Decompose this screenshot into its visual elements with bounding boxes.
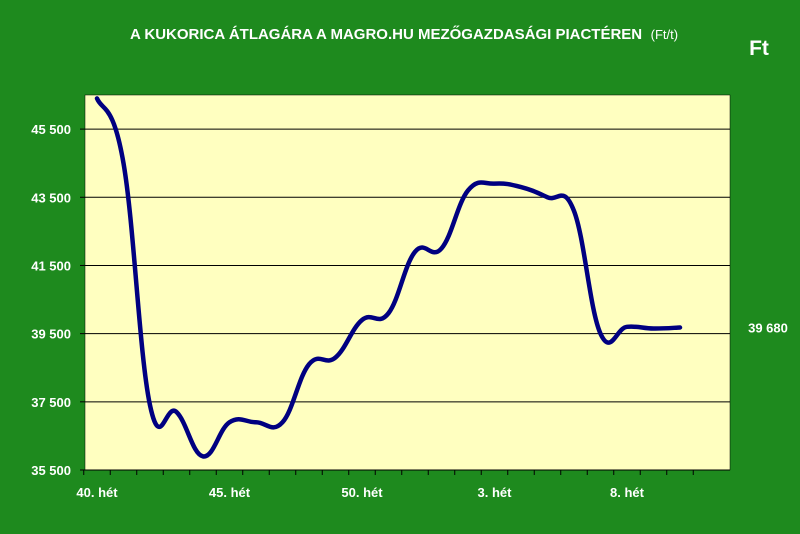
x-tick-label: 8. hét (610, 485, 645, 500)
last-value-label: 39 680 (748, 321, 788, 336)
chart-title-main: A KUKORICA ÁTLAGÁRA A MAGRO.HU MEZŐGAZDA… (130, 25, 642, 43)
y-tick-label: 39 500 (31, 327, 71, 342)
x-tick-label: 3. hét (478, 485, 513, 500)
chart-title-unit: (Ft/t) (651, 27, 678, 42)
y-tick-label: 37 500 (31, 395, 71, 410)
y-tick-label: 45 500 (31, 122, 71, 137)
x-tick-label: 45. hét (209, 485, 251, 500)
y-tick-label: 35 500 (31, 463, 71, 478)
series-line (94, 96, 683, 459)
y-tick-label: 41 500 (31, 258, 71, 273)
y-unit-label: Ft (749, 37, 769, 60)
y-axis-ticks: 35 500 37 500 39 500 41 500 43 500 45 500 (31, 122, 85, 478)
y-tick-label: 43 500 (31, 190, 71, 205)
x-axis-ticks: 40. hét 45. hét 50. hét 3. hét 8. hét (76, 470, 694, 500)
chart-title: A KUKORICA ÁTLAGÁRA A MAGRO.HU MEZŐGAZDA… (130, 25, 678, 43)
x-tick-label: 40. hét (76, 485, 118, 500)
x-tick-label: 50. hét (341, 485, 383, 500)
grid-lines (85, 128, 730, 471)
plot-area (84, 94, 731, 471)
